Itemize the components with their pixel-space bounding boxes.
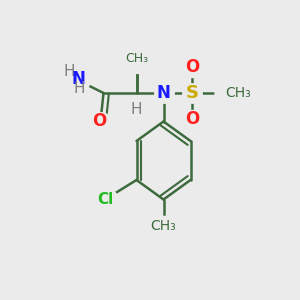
Text: CH₃: CH₃ <box>151 220 176 233</box>
Text: O: O <box>185 58 199 76</box>
Text: H: H <box>74 81 85 96</box>
Text: O: O <box>185 110 199 128</box>
Text: N: N <box>71 70 85 88</box>
Text: H: H <box>131 102 142 117</box>
Text: Cl: Cl <box>97 192 113 207</box>
Text: CH₃: CH₃ <box>125 52 148 64</box>
Text: H: H <box>63 64 75 80</box>
Text: N: N <box>157 84 170 102</box>
Text: CH₃: CH₃ <box>225 86 251 100</box>
Text: O: O <box>92 112 106 130</box>
Text: S: S <box>185 84 199 102</box>
